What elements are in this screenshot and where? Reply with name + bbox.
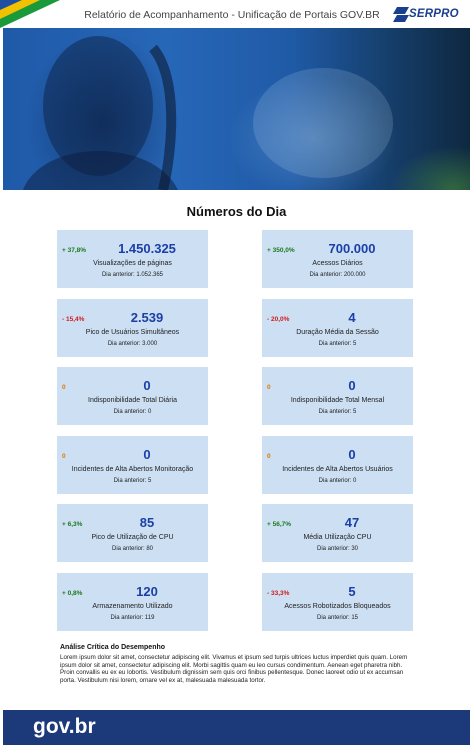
metric-change: + 56,7% xyxy=(267,521,292,528)
analysis-section: Análise Crítica do Desempenho Lorem ipsu… xyxy=(60,644,412,684)
metric-change: - 15,4% xyxy=(62,316,85,323)
metric-card: 0 0 Indisponibilidade Total Mensal Dia ante… xyxy=(262,367,413,425)
metric-label: Armazenamento Utilizado xyxy=(92,603,173,610)
metric-value: 700.000 xyxy=(328,241,376,256)
metric-value: 85 xyxy=(139,515,155,530)
serpro-logo: SERPRO xyxy=(393,6,463,23)
hero-banner-image xyxy=(3,28,470,190)
metric-value: 0 xyxy=(143,447,151,462)
metric-previous-day: Dia anterior: 5 xyxy=(113,478,152,484)
metric-label: Duração Média da Sessão xyxy=(296,329,379,336)
metric-label: Indisponibilidade Total Mensal xyxy=(290,397,385,404)
brazil-flag-corner-icon xyxy=(0,0,60,28)
metric-previous-day: Dia anterior: 5 xyxy=(318,341,357,347)
metric-card: - 15,4% 2.539 Pico de Usuários Simultâneos… xyxy=(57,299,208,357)
metric-value: 1.450.325 xyxy=(118,241,176,256)
govbr-logo: gov.br xyxy=(33,715,96,738)
metric-value: 4 xyxy=(348,310,356,325)
metric-change: + 0,8% xyxy=(62,590,83,597)
section-title: Números do Dia xyxy=(186,204,287,219)
metric-previous-day: Dia anterior: 30 xyxy=(316,546,359,552)
metric-card: + 6,3% 85 Pico de Utilização de CPU Dia ant… xyxy=(57,504,208,562)
metric-card: 0 0 Incidentes de Alta Abertos Usuários Dia… xyxy=(262,436,413,494)
metric-label: Indisponibilidade Total Diária xyxy=(88,397,177,404)
metric-previous-day: Dia anterior: 80 xyxy=(111,546,154,552)
metric-change: 0 xyxy=(267,453,271,460)
metric-previous-day: Dia anterior: 15 xyxy=(316,615,359,621)
metric-label: Incidentes de Alta Abertos Monitoração xyxy=(71,466,194,473)
metric-change: + 6,3% xyxy=(62,521,83,528)
report-title: Relatório de Acompanhamento - Unificação… xyxy=(84,9,380,21)
metric-label: Acessos Diários xyxy=(312,260,363,267)
metric-change: 0 xyxy=(62,453,66,460)
metric-change: - 20,0% xyxy=(267,316,290,323)
metric-previous-day: Dia anterior: 0 xyxy=(318,478,357,484)
metric-previous-day: Dia anterior: 119 xyxy=(110,615,155,621)
metric-card: 0 0 Indisponibilidade Total Diária Dia ante… xyxy=(57,367,208,425)
metric-value: 120 xyxy=(136,584,158,599)
metric-label: Pico de Utilização de CPU xyxy=(91,534,174,541)
metric-change: - 33,3% xyxy=(267,590,290,597)
metric-change: + 350,0% xyxy=(267,247,295,254)
analysis-text: Lorem ipsum dolor sit amet, consectetur … xyxy=(60,654,408,684)
metric-value: 2.539 xyxy=(130,310,164,325)
metric-previous-day: Dia anterior: 1.052.365 xyxy=(101,272,164,278)
metric-card: + 350,0% 700.000 Acessos Diários Dia anteri… xyxy=(262,230,413,288)
metric-label: Acessos Robotizados Bloqueados xyxy=(284,603,391,610)
serpro-mark-icon xyxy=(393,7,409,22)
metric-card: 0 0 Incidentes de Alta Abertos Monitoração… xyxy=(57,436,208,494)
metric-card: + 37,8% 1.450.325 Visualizações de páginas… xyxy=(57,230,208,288)
metric-card: - 20,0% 4 Duração Média da Sessão Dia anter… xyxy=(262,299,413,357)
metric-value: 0 xyxy=(143,378,151,393)
report-header: Relatório de Acompanhamento - Unificação… xyxy=(0,0,473,28)
metric-card: + 0,8% 120 Armazenamento Utilizado Dia ante… xyxy=(57,573,208,631)
metric-label: Incidentes de Alta Abertos Usuários xyxy=(282,466,393,473)
metric-change: 0 xyxy=(267,384,271,391)
metric-previous-day: Dia anterior: 3.000 xyxy=(107,341,158,347)
metric-previous-day: Dia anterior: 200.000 xyxy=(309,272,366,278)
analysis-title: Análise Crítica do Desempenho xyxy=(60,644,166,651)
metric-previous-day: Dia anterior: 0 xyxy=(113,409,152,415)
metric-card: + 56,7% 47 Média Utilização CPU Dia anterio… xyxy=(262,504,413,562)
metric-change: + 37,8% xyxy=(62,247,87,254)
metric-value: 5 xyxy=(348,584,356,599)
metric-label: Pico de Usuários Simultâneos xyxy=(85,329,180,336)
metric-label: Visualizações de páginas xyxy=(93,260,172,267)
hero-portrait-silhouette xyxy=(23,36,393,190)
metric-value: 0 xyxy=(348,447,356,462)
metric-value: 0 xyxy=(348,378,356,393)
serpro-wordmark: SERPRO xyxy=(409,8,459,20)
metric-card: - 33,3% 5 Acessos Robotizados Bloqueados Di… xyxy=(262,573,413,631)
metric-change: 0 xyxy=(62,384,66,391)
metric-previous-day: Dia anterior: 5 xyxy=(318,409,357,415)
metric-label: Média Utilização CPU xyxy=(303,534,372,541)
metric-value: 47 xyxy=(344,515,360,530)
footer-bar: gov.br xyxy=(3,710,470,745)
